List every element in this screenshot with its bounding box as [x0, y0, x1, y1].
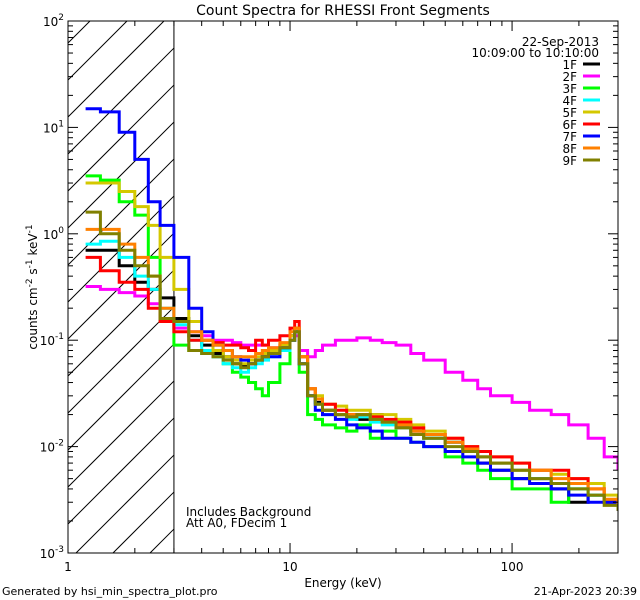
- hatch-line: [67, 306, 175, 414]
- axis-ticks: [67, 20, 619, 554]
- hatch-line: [149, 528, 175, 554]
- hatch-line: [67, 343, 175, 451]
- legend-label-1F: 1F: [562, 58, 577, 72]
- x-tick-label: 10: [282, 560, 297, 574]
- hatch-line: [67, 20, 91, 44]
- legend-label-5F: 5F: [562, 106, 577, 120]
- series-line-9F: [85, 210, 618, 511]
- legend-label-4F: 4F: [562, 94, 577, 108]
- hatch-line: [67, 269, 175, 377]
- plot-frame: [67, 20, 619, 554]
- time-range-label: 10:09:00 to 10:10:00: [472, 46, 599, 60]
- y-tick-label: 10-2: [40, 439, 64, 455]
- y-tick-label: 101: [43, 119, 64, 135]
- y-tick-label: 102: [43, 13, 64, 29]
- hatch-line: [67, 158, 175, 266]
- hatch-line: [67, 121, 175, 229]
- hatch-line: [112, 491, 175, 554]
- footer-timestamp: 21-Apr-2023 20:39: [534, 585, 637, 598]
- series-line-2F: [85, 285, 618, 471]
- footer-generated-by: Generated by hsi_min_spectra_plot.pro: [2, 585, 218, 598]
- y-axis-label: counts cm-2 s-1 keV-1: [25, 224, 40, 349]
- excluded-region-hatch: [67, 20, 175, 554]
- legend-label-2F: 2F: [562, 70, 577, 84]
- hatch-line: [67, 47, 175, 155]
- x-tick-label: 1: [64, 560, 72, 574]
- series-line-6F: [85, 255, 618, 506]
- annotation-attenuator: Att A0, FDecim 1: [186, 516, 287, 530]
- y-tick-label: 100: [43, 226, 64, 242]
- chart-title: Count Spectra for RHESSI Front Segments: [196, 3, 490, 19]
- x-tick-label: 100: [501, 560, 524, 574]
- axis-tick-labels: 1 10 100 10-3 10-2 10-1 100 101 102: [40, 13, 524, 574]
- hatch-line: [67, 20, 165, 118]
- hatch-line: [67, 417, 175, 525]
- legend-label-3F: 3F: [562, 82, 577, 96]
- series-line-4F: [85, 239, 618, 506]
- legend-label-6F: 6F: [562, 118, 577, 132]
- legend-label-9F: 9F: [562, 154, 577, 168]
- hatch-line: [67, 20, 128, 81]
- y-tick-label: 10-3: [40, 545, 64, 561]
- series-line-5F: [85, 181, 618, 503]
- hatch-line: [67, 84, 175, 192]
- legend-label-7F: 7F: [562, 130, 577, 144]
- y-tick-label: 10-1: [40, 332, 64, 348]
- annotation-background: Includes Background: [186, 505, 311, 519]
- hatch-line: [75, 454, 175, 554]
- legend-label-8F: 8F: [562, 142, 577, 156]
- date-label: 22-Sep-2013: [522, 35, 599, 49]
- hatch-line: [67, 232, 175, 340]
- series-group: [85, 107, 618, 511]
- hatch-line: [67, 380, 175, 488]
- x-axis-label: Energy (keV): [304, 576, 381, 590]
